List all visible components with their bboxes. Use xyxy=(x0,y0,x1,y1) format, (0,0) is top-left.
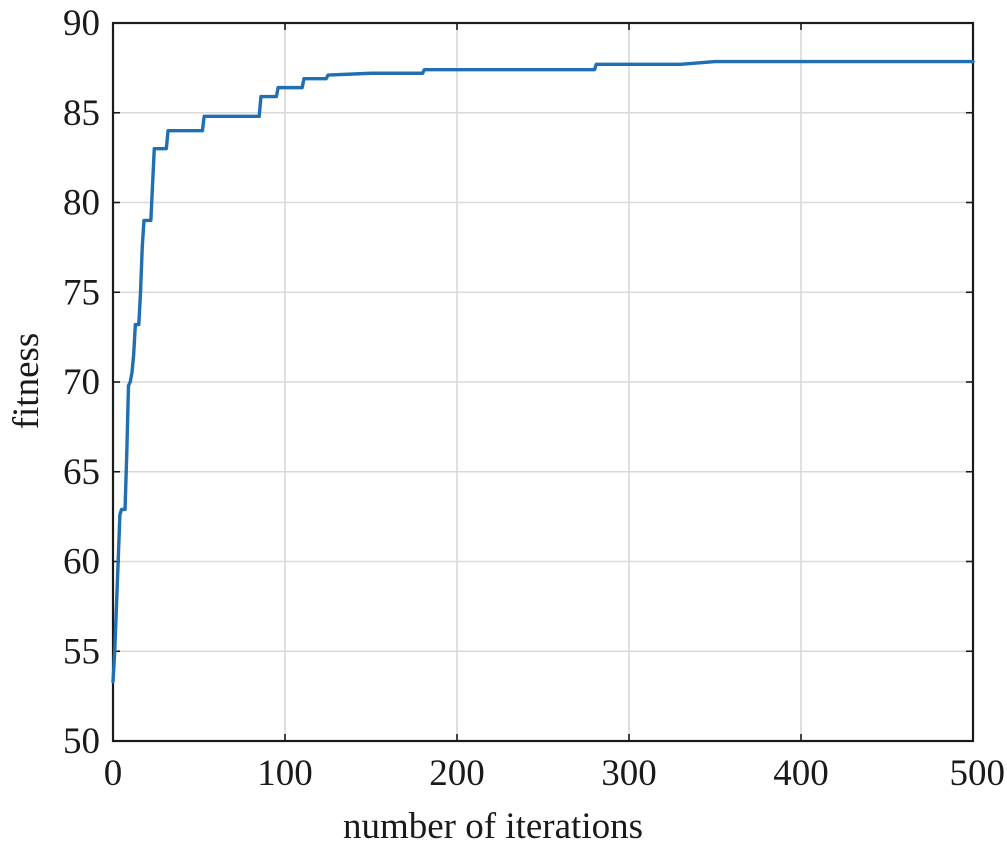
y-tick-label: 85 xyxy=(63,93,100,134)
y-tick-label: 60 xyxy=(63,542,100,583)
y-tick-label: 75 xyxy=(63,272,100,313)
x-tick-label: 400 xyxy=(773,753,829,794)
y-tick-label: 90 xyxy=(63,3,100,44)
y-tick-label: 65 xyxy=(63,452,100,493)
x-tick-labels: 0 100 200 300 400 500 xyxy=(104,753,1005,794)
x-tick-label: 500 xyxy=(950,753,1006,794)
plot-frame xyxy=(111,21,975,743)
x-tick-label: 300 xyxy=(601,753,657,794)
series-line xyxy=(111,59,975,684)
x-tick-label: 100 xyxy=(257,753,313,794)
y-tick-label: 55 xyxy=(63,631,100,672)
y-tick-label: 80 xyxy=(63,183,100,224)
series-layer xyxy=(111,59,975,684)
x-tick-label: 200 xyxy=(429,753,485,794)
x-tick-label: 0 xyxy=(104,753,123,794)
y-tick-labels: 50 55 60 65 70 75 80 85 90 xyxy=(63,3,100,762)
y-tick-label: 50 xyxy=(63,721,100,762)
x-axis-title: number of iterations xyxy=(343,806,643,847)
y-tick-label: 70 xyxy=(63,362,100,403)
grid-lines xyxy=(113,23,973,741)
y-axis-title: fitness xyxy=(6,333,47,430)
